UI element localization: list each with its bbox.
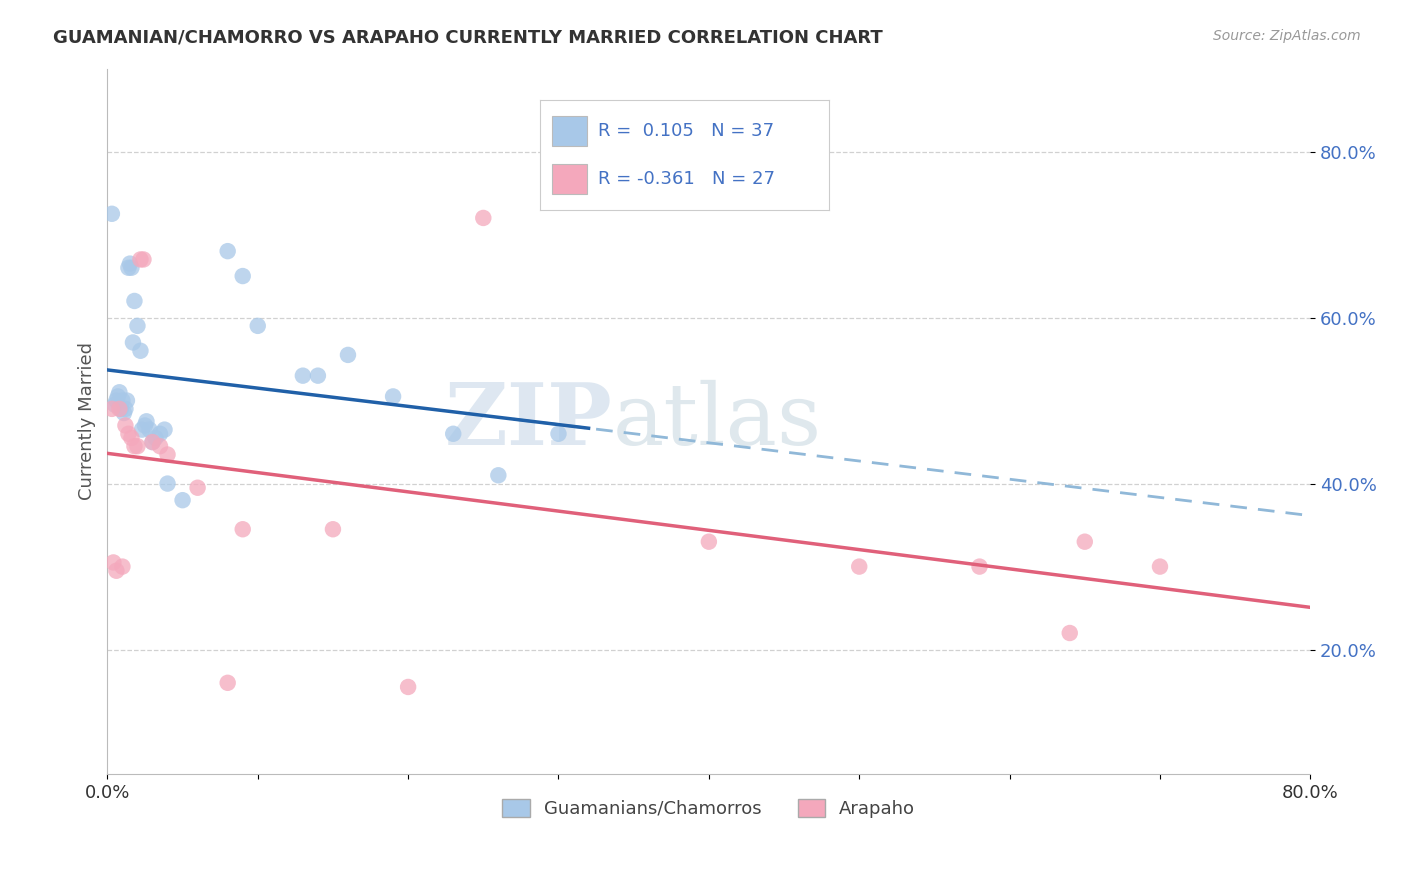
Point bbox=[156, 448, 179, 462]
Point bbox=[336, 348, 359, 362]
Point bbox=[156, 476, 179, 491]
Point bbox=[104, 398, 127, 412]
Point bbox=[105, 393, 128, 408]
Point bbox=[149, 426, 172, 441]
Point bbox=[848, 559, 870, 574]
Point bbox=[172, 493, 194, 508]
Point bbox=[110, 401, 132, 416]
Point bbox=[118, 257, 141, 271]
Point bbox=[124, 293, 146, 308]
Point bbox=[117, 426, 139, 441]
Point bbox=[547, 426, 569, 441]
Text: Source: ZipAtlas.com: Source: ZipAtlas.com bbox=[1213, 29, 1361, 43]
Point bbox=[141, 435, 163, 450]
Point bbox=[217, 244, 239, 259]
Point bbox=[129, 252, 152, 267]
Point bbox=[232, 268, 254, 283]
Point bbox=[101, 401, 124, 416]
Point bbox=[697, 534, 720, 549]
Point bbox=[1149, 559, 1171, 574]
Point bbox=[120, 431, 142, 445]
Legend: Guamanians/Chamorros, Arapaho: Guamanians/Chamorros, Arapaho bbox=[495, 791, 922, 825]
Point bbox=[112, 406, 135, 420]
Point bbox=[307, 368, 329, 383]
Point bbox=[382, 389, 405, 403]
Point bbox=[232, 522, 254, 536]
Point bbox=[134, 418, 156, 433]
Point bbox=[111, 559, 134, 574]
Point bbox=[108, 385, 131, 400]
Point bbox=[322, 522, 344, 536]
Point bbox=[122, 335, 145, 350]
Y-axis label: Currently Married: Currently Married bbox=[79, 343, 96, 500]
Point bbox=[101, 207, 124, 221]
Point bbox=[149, 439, 172, 453]
Point bbox=[396, 680, 419, 694]
Point bbox=[117, 260, 139, 275]
Point bbox=[114, 401, 136, 416]
Point bbox=[132, 252, 155, 267]
Point bbox=[135, 414, 157, 428]
Point bbox=[153, 423, 176, 437]
Point bbox=[108, 401, 131, 416]
Point bbox=[1074, 534, 1097, 549]
Point bbox=[217, 675, 239, 690]
Point bbox=[103, 556, 125, 570]
Text: atlas: atlas bbox=[613, 380, 821, 463]
Point bbox=[187, 481, 209, 495]
Point bbox=[969, 559, 991, 574]
Point bbox=[127, 439, 149, 453]
Point bbox=[127, 318, 149, 333]
Point bbox=[124, 439, 146, 453]
Point bbox=[131, 423, 153, 437]
Point bbox=[111, 393, 134, 408]
Point bbox=[120, 260, 142, 275]
Point bbox=[107, 389, 129, 403]
Point bbox=[129, 343, 152, 358]
Point bbox=[246, 318, 269, 333]
Point bbox=[138, 423, 160, 437]
Point bbox=[472, 211, 495, 225]
Point bbox=[291, 368, 314, 383]
Point bbox=[115, 393, 138, 408]
Text: GUAMANIAN/CHAMORRO VS ARAPAHO CURRENTLY MARRIED CORRELATION CHART: GUAMANIAN/CHAMORRO VS ARAPAHO CURRENTLY … bbox=[53, 29, 883, 46]
Point bbox=[486, 468, 509, 483]
Point bbox=[105, 564, 128, 578]
Point bbox=[1059, 626, 1081, 640]
Point bbox=[145, 431, 167, 445]
Point bbox=[141, 435, 163, 450]
Text: ZIP: ZIP bbox=[444, 379, 613, 463]
Point bbox=[441, 426, 464, 441]
Point bbox=[114, 418, 136, 433]
